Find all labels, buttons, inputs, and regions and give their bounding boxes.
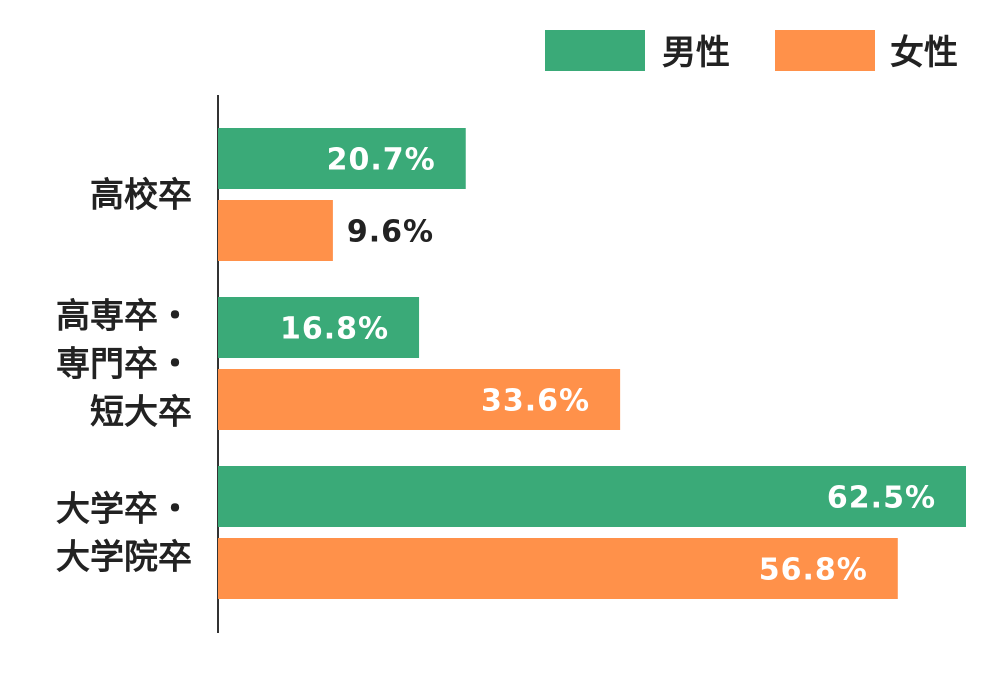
data-label-male-1: 16.8%: [280, 311, 389, 346]
bar-male-0: [218, 128, 466, 189]
data-label-female-2: 56.8%: [759, 552, 868, 587]
legend-swatch-male: [545, 30, 645, 71]
bar-female-2: [218, 538, 898, 599]
bar-female-0: [218, 200, 333, 261]
legend-swatch-female: [775, 30, 875, 71]
category-label-2-0: 大学卒・: [56, 490, 192, 530]
data-label-female-1: 33.6%: [481, 383, 590, 418]
category-label-1-0: 高専卒・: [56, 297, 192, 337]
category-label-1-1: 専門卒・: [56, 345, 192, 385]
legend-label-female: 女性: [890, 33, 958, 73]
data-label-male-0: 20.7%: [327, 142, 436, 177]
category-label-1-2: 短大卒: [90, 393, 192, 433]
category-label-0-0: 高校卒: [90, 176, 192, 216]
data-label-female-0: 9.6%: [347, 214, 434, 249]
legend-label-male: 男性: [662, 33, 730, 73]
bar-female-1: [218, 369, 621, 430]
data-label-male-2: 62.5%: [827, 480, 936, 515]
bar-male-2: [218, 466, 966, 527]
category-label-2-1: 大学院卒: [56, 538, 192, 578]
bar-male-1: [218, 297, 420, 358]
